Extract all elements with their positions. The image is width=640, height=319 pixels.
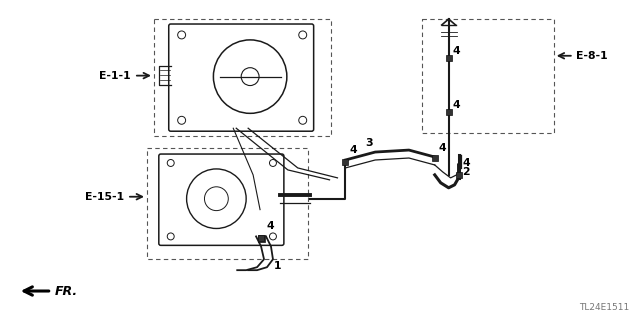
Bar xyxy=(154,19,330,136)
Text: 4: 4 xyxy=(266,221,274,232)
Text: 3: 3 xyxy=(365,138,373,148)
Text: 4: 4 xyxy=(438,143,446,153)
Text: 2: 2 xyxy=(463,167,470,177)
Bar xyxy=(445,55,452,61)
Text: E-1-1: E-1-1 xyxy=(99,70,131,81)
Bar xyxy=(258,235,264,241)
Bar xyxy=(456,172,461,178)
Bar xyxy=(147,148,308,259)
Text: 1: 1 xyxy=(274,261,282,271)
Text: 4: 4 xyxy=(349,145,357,155)
Bar xyxy=(257,235,264,242)
Bar xyxy=(432,155,438,161)
Text: TL24E1511: TL24E1511 xyxy=(579,303,629,312)
Text: E-15-1: E-15-1 xyxy=(85,192,124,202)
Text: 4: 4 xyxy=(452,46,460,56)
Bar xyxy=(342,159,348,165)
Bar xyxy=(422,19,554,133)
Text: FR.: FR. xyxy=(54,285,77,298)
Bar xyxy=(445,109,452,115)
Text: 4: 4 xyxy=(452,100,460,110)
Text: E-8-1: E-8-1 xyxy=(576,51,607,61)
Text: 4: 4 xyxy=(463,158,470,168)
